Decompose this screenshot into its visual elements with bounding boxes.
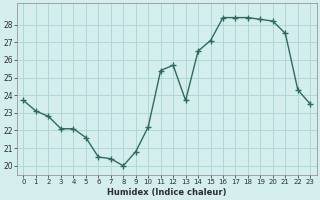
X-axis label: Humidex (Indice chaleur): Humidex (Indice chaleur) [107, 188, 227, 197]
